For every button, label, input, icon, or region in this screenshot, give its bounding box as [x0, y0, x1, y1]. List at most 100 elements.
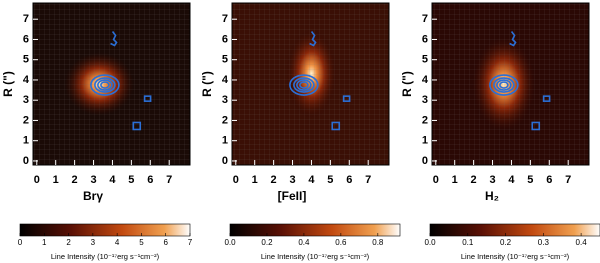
y-tick-label: 5	[422, 54, 428, 66]
contour	[499, 81, 509, 89]
y-tick-label: 3	[222, 94, 228, 106]
colorbar-tick-label: 0.2	[261, 238, 273, 247]
y-tick-label: 1	[422, 135, 428, 147]
x-tick-label: 1	[452, 174, 458, 186]
contour	[143, 95, 152, 102]
contour	[296, 79, 312, 91]
y-tick-label: 1	[222, 135, 228, 147]
contour	[309, 31, 317, 47]
x-axis-label: [FeII]	[278, 189, 307, 203]
y-tick-label: 0	[222, 155, 228, 167]
x-tick-label: 0	[233, 174, 239, 186]
colorbar-tick-label: 5	[139, 238, 144, 247]
contour	[496, 79, 512, 91]
y-tick-label: 5	[23, 54, 29, 66]
x-tick-label: 7	[166, 174, 172, 186]
x-axis-label: H₂	[485, 189, 499, 203]
plot-frame	[32, 2, 191, 166]
colorbar-tick-label: 7	[188, 238, 193, 247]
x-tick-label: 6	[546, 174, 552, 186]
colorbar-tick-label: 0.2	[500, 238, 512, 247]
colorbar-tick-label: 0.8	[372, 238, 384, 247]
x-tick-label: 0	[433, 174, 439, 186]
x-tick-label: 2	[471, 174, 477, 186]
colorbar-label: Line Intensity (10⁻¹⁷erg s⁻¹cm⁻²)	[461, 252, 570, 261]
colorbar-tick-label: 0.0	[224, 238, 236, 247]
colorbar-tick-label: 1	[42, 238, 47, 247]
x-tick-label: 0	[34, 174, 40, 186]
colorbar-tick-label: 0.1	[462, 238, 474, 247]
contour	[110, 31, 118, 47]
x-tick-label: 3	[489, 174, 495, 186]
contour	[293, 77, 315, 93]
contour	[509, 31, 517, 47]
y-tick-label: 2	[222, 114, 228, 126]
colorbar-label: Line Intensity (10⁻¹⁷erg s⁻¹cm⁻²)	[261, 252, 370, 261]
y-axis-label: R (")	[200, 71, 214, 97]
colorbar-tick-label: 0	[18, 238, 23, 247]
x-axis-label: Brγ	[83, 189, 103, 203]
y-tick-label: 6	[222, 33, 228, 45]
colorbar-tick-label: 2	[66, 238, 71, 247]
y-tick-label: 2	[23, 114, 29, 126]
x-tick-label: 5	[128, 174, 134, 186]
contour	[132, 121, 142, 131]
colorbar-tick-label: 0.6	[335, 238, 347, 247]
plot-frame	[431, 2, 590, 166]
x-tick-label: 4	[508, 174, 515, 186]
colorbar-tick-label: 0.4	[576, 238, 588, 247]
y-tick-label: 7	[23, 13, 29, 25]
y-tick-label: 0	[422, 155, 428, 167]
colorbar-tick-label: 4	[115, 238, 120, 247]
y-tick-label: 7	[222, 13, 228, 25]
x-tick-label: 3	[90, 174, 96, 186]
x-tick-label: 2	[72, 174, 78, 186]
x-tick-label: 6	[147, 174, 153, 186]
colorbar-tick-label: 6	[163, 238, 168, 247]
y-tick-label: 1	[23, 135, 29, 147]
x-tick-label: 3	[289, 174, 295, 186]
y-tick-label: 4	[422, 74, 429, 86]
colorbar-tick-label: 0.0	[424, 238, 436, 247]
colorbar-tick-label: 0.3	[538, 238, 550, 247]
colorbar-label: Line Intensity (10⁻¹⁷erg s⁻¹cm⁻²)	[51, 252, 160, 261]
x-tick-label: 1	[53, 174, 59, 186]
colorbar	[19, 223, 191, 237]
colorbar-tick-label: 3	[91, 238, 96, 247]
x-tick-label: 4	[308, 174, 315, 186]
contour	[493, 77, 515, 93]
y-tick-label: 6	[23, 33, 29, 45]
colorbar-tick-label: 0.4	[298, 238, 310, 247]
contour	[289, 74, 319, 96]
contour	[299, 81, 309, 89]
y-tick-label: 3	[23, 94, 29, 106]
x-tick-label: 6	[346, 174, 352, 186]
y-axis-label: R (")	[400, 71, 414, 97]
contour	[90, 74, 120, 96]
y-tick-label: 6	[422, 33, 428, 45]
contour	[331, 121, 341, 131]
contour	[97, 79, 113, 91]
x-tick-label: 7	[365, 174, 371, 186]
contour	[342, 95, 351, 102]
contour	[531, 121, 541, 131]
y-tick-label: 4	[23, 74, 30, 86]
x-tick-label: 5	[327, 174, 333, 186]
contour	[489, 74, 519, 96]
y-tick-label: 2	[422, 114, 428, 126]
colorbar	[229, 223, 401, 237]
y-tick-label: 5	[222, 54, 228, 66]
x-tick-label: 2	[271, 174, 277, 186]
x-tick-label: 7	[565, 174, 571, 186]
x-tick-label: 4	[109, 174, 116, 186]
y-tick-label: 0	[23, 155, 29, 167]
contour	[542, 95, 551, 102]
x-tick-label: 1	[252, 174, 258, 186]
contour	[100, 81, 110, 89]
plot-frame	[231, 2, 390, 166]
y-tick-label: 4	[222, 74, 229, 86]
